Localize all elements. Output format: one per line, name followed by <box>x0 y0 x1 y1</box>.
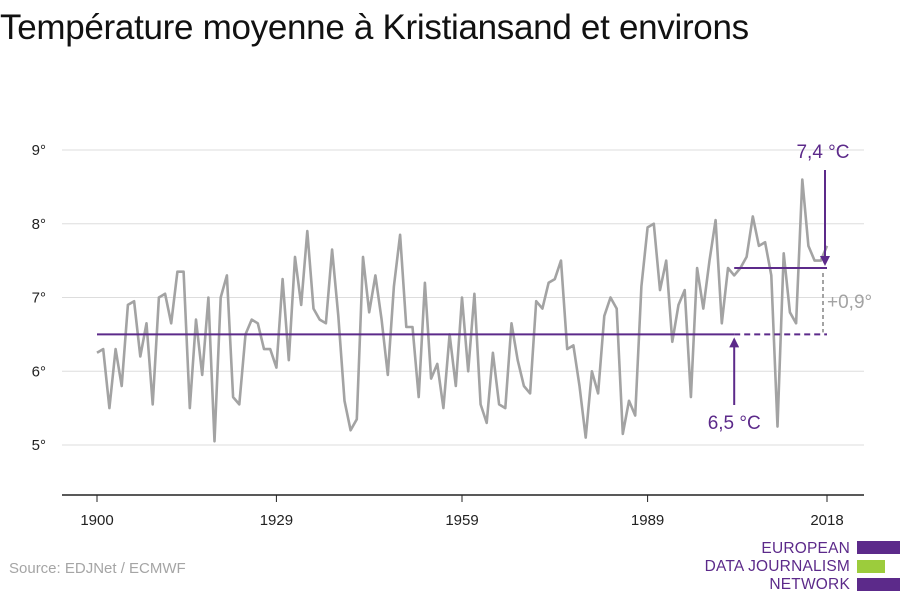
x-axis: 1900 1929 1959 1989 2018 <box>62 494 864 529</box>
annotations: 7,4 °C 6,5 °C +0,9° <box>708 142 872 434</box>
logo-bar-2 <box>857 560 885 573</box>
y-tick-label: 6° <box>32 363 46 380</box>
chart-title: Température moyenne à Kristiansand et en… <box>0 8 749 47</box>
series-lines <box>96 178 829 443</box>
y-tick-label: 8° <box>32 216 46 233</box>
logo-bar-3 <box>857 578 900 591</box>
logo-line-3: NETWORK <box>769 576 850 593</box>
logo-bar-1 <box>857 541 900 554</box>
y-tick-label: 9° <box>32 142 46 159</box>
baseline-mean-label: 6,5 °C <box>708 413 761 434</box>
logo-line-2: DATA JOURNALISM <box>704 558 850 575</box>
x-tick-label: 1989 <box>631 512 664 529</box>
temperature-series-line <box>96 178 829 443</box>
y-axis-ticks: 5° 6° 7° 8° 9° <box>32 142 46 454</box>
edjnet-logo-bars <box>857 540 900 594</box>
edjnet-logo-text: EUROPEAN DATA JOURNALISM NETWORK <box>705 540 850 594</box>
x-tick-label: 1900 <box>80 512 113 529</box>
reference-lines <box>97 267 827 336</box>
recent-mean-label: 7,4 °C <box>796 142 849 163</box>
y-tick-label: 7° <box>32 290 46 307</box>
source-note: Source: EDJNet / ECMWF <box>9 560 186 577</box>
x-tick-label: 2018 <box>810 512 843 529</box>
x-tick-label: 1959 <box>445 512 478 529</box>
logo-line-1: EUROPEAN <box>761 540 850 557</box>
y-tick-label: 5° <box>32 437 46 454</box>
difference-label: +0,9° <box>827 292 872 313</box>
x-tick-label: 1929 <box>260 512 293 529</box>
